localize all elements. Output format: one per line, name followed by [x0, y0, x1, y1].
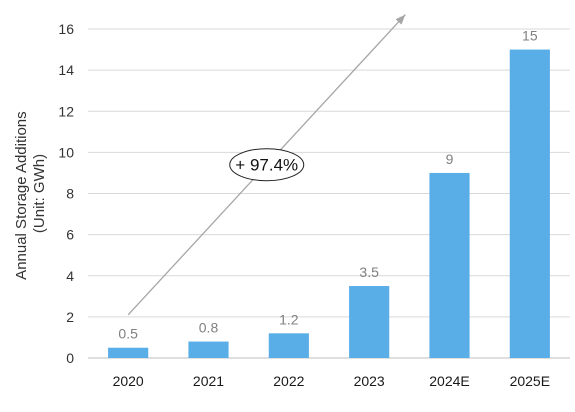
y-axis-label: Annual Storage Additions (Unit: GWh) [13, 107, 48, 280]
bar-2021 [188, 341, 229, 358]
y-axis-ticks: 0 2 4 6 8 10 12 14 16 [58, 21, 74, 366]
y-tick-label-10: 10 [58, 144, 74, 160]
data-label-2025E: 15 [522, 28, 538, 44]
x-tick-label-2024E: 2024E [429, 373, 469, 389]
x-tick-label-2023: 2023 [354, 373, 385, 389]
bar-2023 [349, 286, 390, 358]
x-axis-ticks: 2020 2021 2022 2023 2024E 2025E [113, 373, 550, 389]
x-tick-label-2020: 2020 [113, 373, 144, 389]
bar-2022 [268, 333, 309, 358]
data-label-2023: 3.5 [359, 264, 379, 280]
x-tick-label-2025E: 2025E [510, 373, 550, 389]
x-tick-label-2021: 2021 [193, 373, 224, 389]
x-tick-label-2022: 2022 [273, 373, 304, 389]
data-label-2021: 0.8 [199, 320, 219, 336]
growth-annotation: + 97.4% [229, 148, 305, 182]
y-axis-label-line-2: (Unit: GWh) [31, 154, 48, 233]
y-axis-label-line-1: Annual Storage Additions [13, 111, 30, 279]
y-tick-label-0: 0 [66, 350, 74, 366]
y-tick-label-4: 4 [66, 268, 74, 284]
y-tick-label-16: 16 [58, 21, 74, 37]
y-tick-label-12: 12 [58, 103, 74, 119]
growth-annotation-text: + 97.4% [235, 156, 298, 175]
bar-2024E [429, 172, 470, 358]
bar-2025E [509, 49, 550, 358]
data-label-2024E: 9 [446, 151, 454, 167]
data-label-2022: 1.2 [279, 311, 299, 327]
y-tick-label-8: 8 [66, 186, 74, 202]
bar-2020 [108, 347, 149, 358]
bars [108, 49, 550, 358]
data-label-2020: 0.5 [118, 326, 138, 342]
growth-annotation-ellipse [229, 148, 305, 182]
y-tick-label-6: 6 [66, 227, 74, 243]
y-tick-label-14: 14 [58, 62, 74, 78]
gridlines [88, 28, 570, 359]
data-labels: 0.5 0.8 1.2 3.5 9 15 [118, 28, 537, 342]
y-tick-label-2: 2 [66, 309, 74, 325]
